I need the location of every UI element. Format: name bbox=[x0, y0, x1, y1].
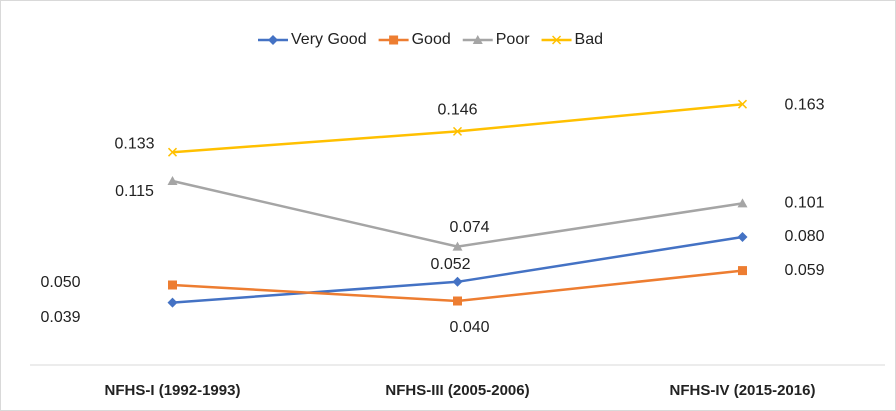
marker bbox=[167, 297, 178, 308]
data-label: 0.074 bbox=[449, 219, 489, 236]
x-tick-label: NFHS-III (2005-2006) bbox=[385, 382, 529, 399]
marker bbox=[738, 266, 747, 276]
data-label: 0.101 bbox=[785, 195, 825, 212]
marker bbox=[167, 176, 178, 185]
marker bbox=[452, 126, 463, 136]
data-label: 0.052 bbox=[430, 256, 470, 273]
marker bbox=[452, 241, 463, 251]
legend-label: Bad bbox=[575, 31, 603, 48]
marker bbox=[452, 276, 463, 287]
data-label: 0.050 bbox=[40, 274, 80, 291]
marker bbox=[268, 35, 278, 45]
x-tick-label: NFHS-IV (2015-2016) bbox=[670, 382, 816, 399]
legend-label: Good bbox=[412, 31, 451, 48]
data-label: 0.039 bbox=[40, 309, 80, 326]
marker bbox=[737, 198, 748, 208]
legend-label: Poor bbox=[496, 31, 530, 48]
marker bbox=[168, 280, 177, 290]
data-label: 0.115 bbox=[115, 183, 154, 200]
data-label: 0.059 bbox=[785, 262, 825, 279]
x-tick-label: NFHS-I (1992-1993) bbox=[105, 382, 241, 399]
marker bbox=[389, 35, 399, 45]
marker bbox=[737, 99, 748, 109]
data-label: 0.163 bbox=[785, 96, 825, 113]
marker bbox=[552, 35, 562, 45]
legend: Very Good Good Poor Bad bbox=[258, 31, 603, 48]
legend-label: Very Good bbox=[291, 31, 367, 48]
marker bbox=[737, 232, 748, 242]
data-label: 0.146 bbox=[437, 102, 477, 119]
data-label: 0.040 bbox=[449, 319, 489, 336]
data-label: 0.080 bbox=[785, 228, 825, 245]
data-label: 0.133 bbox=[114, 135, 154, 152]
marker bbox=[167, 147, 178, 157]
marker bbox=[472, 35, 483, 44]
marker bbox=[453, 296, 462, 306]
